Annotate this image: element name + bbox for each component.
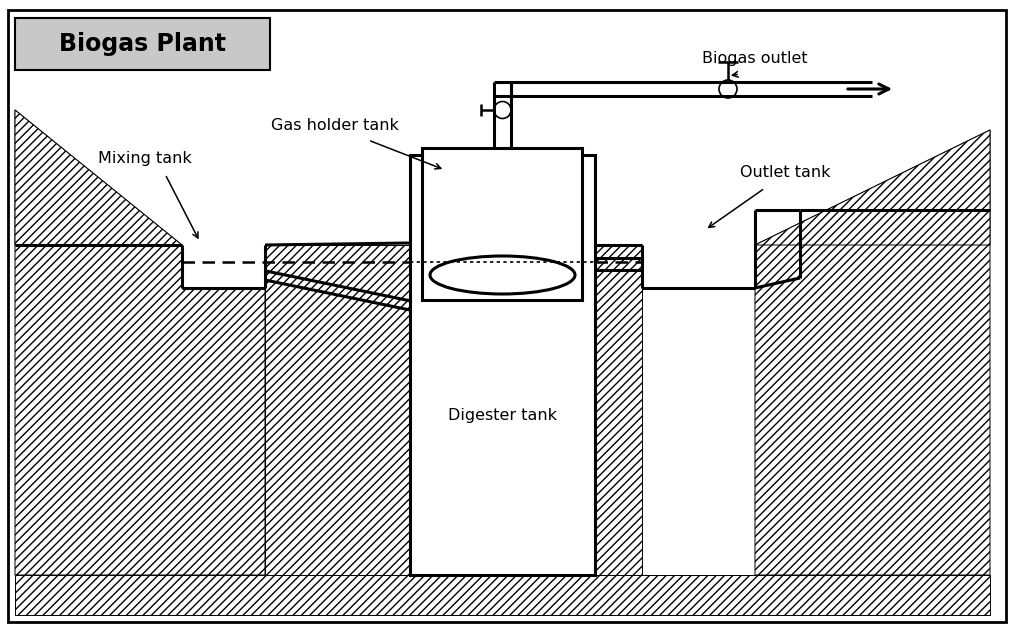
Bar — [15, 18, 270, 70]
Text: Digester tank: Digester tank — [448, 408, 557, 423]
Text: Outlet tank: Outlet tank — [740, 164, 830, 180]
Bar — [410, 155, 595, 575]
Polygon shape — [755, 130, 990, 575]
Text: Mixing tank: Mixing tank — [98, 151, 192, 166]
Text: Gas holder tank: Gas holder tank — [271, 118, 399, 132]
Text: Biogas outlet: Biogas outlet — [702, 50, 808, 66]
Polygon shape — [15, 575, 990, 615]
Bar — [422, 148, 582, 300]
Polygon shape — [755, 130, 990, 245]
Polygon shape — [265, 245, 410, 575]
Text: Biogas Plant: Biogas Plant — [59, 32, 226, 56]
Ellipse shape — [430, 256, 576, 294]
Polygon shape — [595, 245, 642, 575]
Polygon shape — [15, 110, 265, 575]
Polygon shape — [15, 110, 182, 245]
